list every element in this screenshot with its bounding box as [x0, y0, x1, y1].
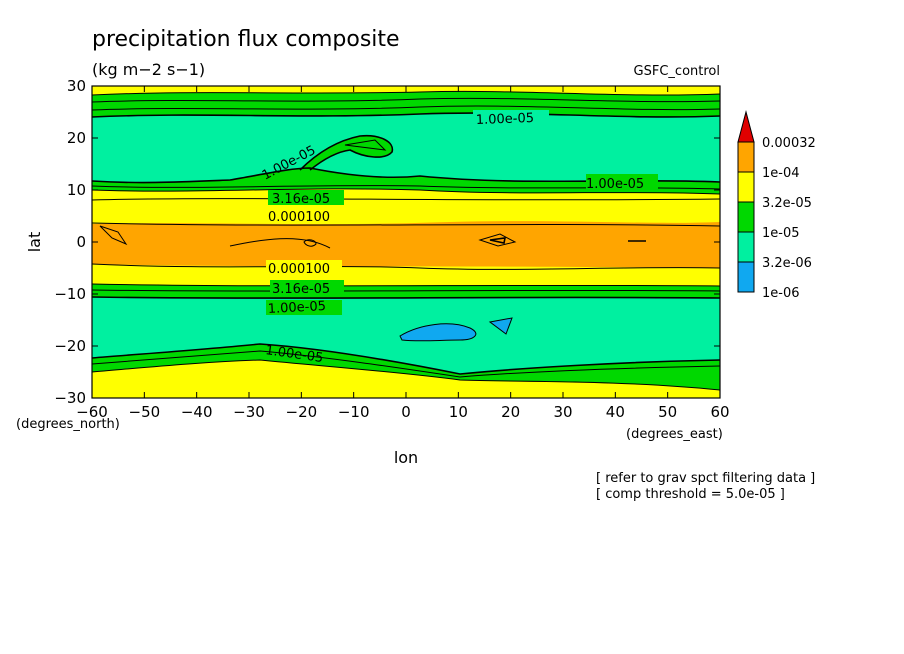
x-tick-label: −10 [338, 403, 370, 421]
y-tick-label: −30 [54, 389, 86, 407]
colorbar-label: 1e-05 [762, 226, 800, 241]
x-tick-label: 40 [606, 403, 625, 421]
colorbar-swatch [737, 201, 755, 233]
x-axis: −60 −50 −40 −30 −20 −10 0 10 20 30 40 50 60 [76, 86, 730, 421]
y-tick-label: 30 [67, 77, 86, 95]
colorbar-label: 3.2e-05 [762, 196, 812, 211]
contour-labels: 1.00e-05 1.00e-05 1.00e-05 3.16e-05 0.00… [260, 110, 658, 366]
chart-units: (kg m−2 s−1) [92, 60, 205, 79]
y-axis-title: lat [25, 232, 44, 253]
colorbar-arrow [737, 110, 755, 143]
x-tick-label: 20 [501, 403, 520, 421]
x-tick-label: −50 [129, 403, 161, 421]
contour-label: 3.16e-05 [272, 192, 330, 207]
contour-label: 1.00e-05 [586, 177, 644, 192]
contour-label: 3.16e-05 [272, 282, 330, 297]
colorbar-label: 1e-06 [762, 286, 800, 301]
x-tick-label: 10 [449, 403, 468, 421]
plot-area: 1.00e-05 1.00e-05 1.00e-05 3.16e-05 0.00… [92, 86, 720, 398]
y-unit-label: (degrees_north) [16, 417, 120, 432]
y-tick-label: 20 [67, 129, 86, 147]
x-tick-label: 0 [401, 403, 411, 421]
y-tick-label: −10 [54, 285, 86, 303]
contour-patch-blue-2 [488, 317, 513, 335]
contour-band-yellow-south [92, 264, 720, 286]
x-tick-label: −30 [233, 403, 265, 421]
x-tick-label: −60 [76, 403, 108, 421]
contour-band-north-aqua [92, 113, 720, 183]
x-unit-label: (degrees_east) [626, 427, 723, 442]
y-tick-label: 0 [76, 233, 86, 251]
x-tick-label: 50 [658, 403, 677, 421]
colorbar-label: 3.2e-06 [762, 256, 812, 271]
contour-label: 0.000100 [268, 262, 330, 277]
note-filtering: [ refer to grav spct filtering data ] [596, 471, 815, 486]
colorbar-swatch [737, 171, 755, 203]
x-tick-label: 60 [710, 403, 729, 421]
contour-label: 1.00e-05 [267, 299, 326, 317]
contour-band-yellow-north [92, 198, 720, 226]
colorbar-label: 0.00032 [762, 136, 816, 151]
x-tick-label: 30 [553, 403, 572, 421]
colorbar-swatch [737, 231, 755, 263]
y-tick-label: −20 [54, 337, 86, 355]
contour-lines [92, 90, 720, 391]
contour-label: 1.00e-05 [476, 111, 535, 128]
contour-patch-blue-1 [399, 323, 477, 342]
colorbar-swatch [737, 141, 755, 173]
contour-band-orange [92, 221, 720, 270]
contour-bulge-north [300, 135, 393, 170]
colorbar-swatch [737, 261, 755, 293]
x-axis-title: lon [394, 448, 418, 467]
y-axis: 30 20 10 0 −10 −20 −30 [54, 77, 720, 407]
y-tick-label: 10 [67, 181, 86, 199]
note-threshold: [ comp threshold = 5.0e-05 ] [596, 487, 785, 502]
x-tick-label: −20 [286, 403, 318, 421]
contour-label: 0.000100 [268, 210, 330, 225]
colorbar: 0.00032 1e-04 3.2e-05 1e-05 3.2e-06 1e-06 [737, 110, 816, 301]
chart-title: precipitation flux composite [92, 27, 400, 52]
colorbar-label: 1e-04 [762, 166, 800, 181]
experiment-label: GSFC_control [634, 64, 720, 79]
x-tick-label: −40 [181, 403, 213, 421]
